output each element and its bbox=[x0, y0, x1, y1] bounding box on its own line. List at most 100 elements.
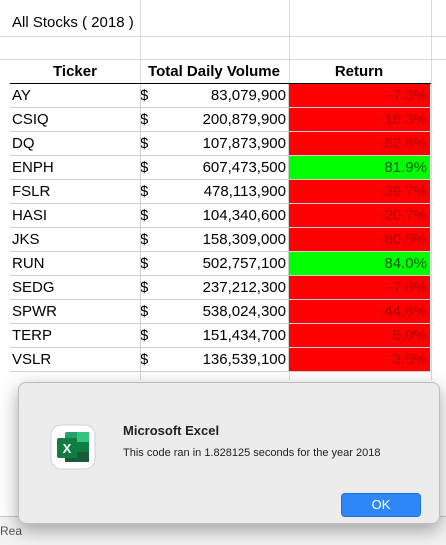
row-divider bbox=[10, 107, 430, 108]
table-row: DQ $107,873,900 -62.6% bbox=[10, 132, 430, 156]
status-text: Rea bbox=[0, 524, 23, 538]
column-divider bbox=[140, 228, 141, 251]
volume-cell[interactable]: 502,757,100 bbox=[202, 255, 286, 272]
ticker-cell[interactable]: TERP bbox=[12, 327, 53, 344]
row-divider bbox=[10, 347, 430, 348]
row-divider bbox=[10, 227, 430, 228]
volume-cell[interactable]: 107,873,900 bbox=[202, 135, 286, 152]
table-row: SPWR $538,024,300 -44.6% bbox=[10, 300, 430, 324]
ticker-cell[interactable]: SPWR bbox=[12, 303, 57, 320]
return-cell[interactable]: -62.6% bbox=[288, 132, 430, 155]
column-divider bbox=[288, 324, 289, 347]
column-divider bbox=[288, 180, 289, 203]
excel-app-icon: X bbox=[49, 423, 97, 471]
grid-row-line bbox=[0, 36, 446, 37]
table-row: SEDG $237,212,300 -7.8% bbox=[10, 276, 430, 300]
return-cell[interactable]: -44.6% bbox=[288, 300, 430, 323]
currency-symbol: $ bbox=[140, 87, 149, 104]
row-divider bbox=[10, 299, 430, 300]
header-volume[interactable]: Total Daily Volume bbox=[148, 63, 280, 80]
currency-symbol: $ bbox=[140, 351, 149, 368]
column-divider bbox=[288, 84, 289, 107]
ticker-cell[interactable]: VSLR bbox=[12, 351, 52, 368]
table-row: JKS $158,309,000 -60.5% bbox=[10, 228, 430, 252]
row-divider bbox=[10, 275, 430, 276]
column-divider bbox=[140, 348, 141, 371]
row-divider bbox=[10, 155, 430, 156]
column-divider bbox=[288, 228, 289, 251]
ticker-cell[interactable]: AY bbox=[12, 87, 31, 104]
volume-cell[interactable]: 104,340,600 bbox=[202, 207, 286, 224]
volume-cell[interactable]: 83,079,900 bbox=[210, 87, 286, 104]
table-row: HASI $104,340,600 -20.7% bbox=[10, 204, 430, 228]
dialog-title: Microsoft Excel bbox=[123, 423, 220, 438]
volume-cell[interactable]: 200,879,900 bbox=[202, 111, 286, 128]
return-cell[interactable]: 81.9% bbox=[288, 156, 430, 179]
column-divider bbox=[288, 204, 289, 227]
return-cell[interactable]: -39.7% bbox=[288, 180, 430, 203]
column-divider bbox=[140, 324, 141, 347]
ok-button[interactable]: OK bbox=[341, 493, 421, 517]
ticker-cell[interactable]: FSLR bbox=[12, 183, 51, 200]
ticker-cell[interactable]: CSIQ bbox=[12, 111, 49, 128]
currency-symbol: $ bbox=[140, 303, 149, 320]
ticker-cell[interactable]: HASI bbox=[12, 207, 48, 224]
column-divider bbox=[288, 252, 289, 275]
ticker-cell[interactable]: ENPH bbox=[12, 159, 54, 176]
column-divider bbox=[140, 132, 141, 155]
table-row: VSLR $136,539,100 -3.5% bbox=[10, 348, 430, 372]
return-cell[interactable]: -7.8% bbox=[288, 276, 430, 299]
svg-text:X: X bbox=[63, 441, 72, 456]
return-cell[interactable]: -3.5% bbox=[288, 348, 430, 371]
return-cell[interactable]: -5.0% bbox=[288, 324, 430, 347]
return-cell[interactable]: 84.0% bbox=[288, 252, 430, 275]
column-divider bbox=[288, 156, 289, 179]
column-divider bbox=[288, 108, 289, 131]
table-row: CSIQ $200,879,900 -16.3% bbox=[10, 108, 430, 132]
volume-cell[interactable]: 607,473,500 bbox=[202, 159, 286, 176]
row-divider bbox=[10, 371, 430, 372]
column-divider bbox=[288, 300, 289, 323]
column-divider bbox=[288, 276, 289, 299]
currency-symbol: $ bbox=[140, 231, 149, 248]
column-divider bbox=[140, 84, 141, 107]
return-cell[interactable]: -16.3% bbox=[288, 108, 430, 131]
header-ticker[interactable]: Ticker bbox=[53, 63, 97, 80]
column-divider bbox=[140, 300, 141, 323]
return-cell[interactable]: -60.5% bbox=[288, 228, 430, 251]
volume-cell[interactable]: 151,434,700 bbox=[202, 327, 286, 344]
row-divider bbox=[10, 251, 430, 252]
table-row: ENPH $607,473,500 81.9% bbox=[10, 156, 430, 180]
alert-dialog[interactable]: X Microsoft Excel This code ran in 1.828… bbox=[18, 382, 440, 524]
table-row: RUN $502,757,100 84.0% bbox=[10, 252, 430, 276]
dialog-message: This code ran in 1.828125 seconds for th… bbox=[123, 447, 381, 459]
sheet-title: All Stocks ( 2018 ) bbox=[12, 14, 134, 31]
currency-symbol: $ bbox=[140, 207, 149, 224]
return-cell[interactable]: -7.3% bbox=[288, 84, 430, 107]
currency-symbol: $ bbox=[140, 279, 149, 296]
table-row: AY $83,079,900 -7.3% bbox=[10, 84, 430, 108]
column-divider bbox=[288, 348, 289, 371]
table-row: TERP $151,434,700 -5.0% bbox=[10, 324, 430, 348]
column-divider bbox=[288, 132, 289, 155]
column-divider bbox=[140, 276, 141, 299]
currency-symbol: $ bbox=[140, 255, 149, 272]
ticker-cell[interactable]: SEDG bbox=[12, 279, 55, 296]
volume-cell[interactable]: 478,113,900 bbox=[203, 183, 286, 200]
ticker-cell[interactable]: JKS bbox=[12, 231, 40, 248]
row-divider bbox=[10, 203, 430, 204]
ticker-cell[interactable]: RUN bbox=[12, 255, 45, 272]
grid-row-line bbox=[0, 59, 446, 60]
currency-symbol: $ bbox=[140, 135, 149, 152]
column-divider bbox=[140, 156, 141, 179]
volume-cell[interactable]: 237,212,300 bbox=[202, 279, 286, 296]
ticker-cell[interactable]: DQ bbox=[12, 135, 35, 152]
grid-column-line bbox=[431, 0, 432, 380]
return-cell[interactable]: -20.7% bbox=[288, 204, 430, 227]
volume-cell[interactable]: 538,024,300 bbox=[202, 303, 286, 320]
volume-cell[interactable]: 158,309,000 bbox=[202, 231, 286, 248]
header-return[interactable]: Return bbox=[334, 63, 384, 80]
row-divider bbox=[10, 179, 430, 180]
header-underline bbox=[10, 83, 431, 84]
volume-cell[interactable]: 136,539,100 bbox=[202, 351, 286, 368]
